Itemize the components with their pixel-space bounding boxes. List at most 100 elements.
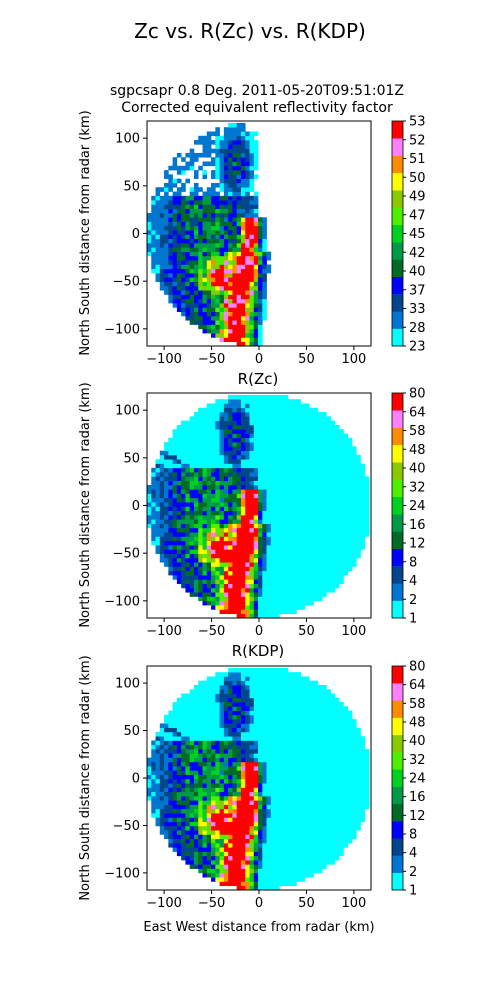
field-cell <box>322 864 327 869</box>
field-cell <box>147 523 152 529</box>
field-cell <box>240 510 246 516</box>
field-cell <box>330 774 336 780</box>
field-cell <box>266 433 272 439</box>
field-cell <box>279 450 284 456</box>
field-cell <box>279 744 284 750</box>
field-cell <box>305 761 310 767</box>
field-cell <box>189 264 195 270</box>
field-cell <box>185 817 191 822</box>
field-cell <box>262 864 267 869</box>
field-cell <box>249 424 255 430</box>
field-cell <box>270 757 276 763</box>
field-cell <box>172 834 178 840</box>
field-cell <box>236 502 242 507</box>
field-cell <box>309 497 314 503</box>
field-cell <box>356 761 361 767</box>
field-cell <box>339 493 344 499</box>
field-cell <box>211 791 216 797</box>
field-cell <box>270 540 276 546</box>
field-cell <box>223 847 229 852</box>
field-cell <box>356 515 361 520</box>
field-cell <box>202 766 208 771</box>
field-cell <box>155 808 161 814</box>
field-cell <box>258 315 263 321</box>
field-cell <box>270 753 276 758</box>
field-cell <box>275 847 280 852</box>
field-cell <box>313 532 319 537</box>
field-cell <box>211 472 216 477</box>
field-cell <box>334 796 340 801</box>
field-cell <box>240 315 246 321</box>
colorbar-tick-label: 53 <box>409 115 426 130</box>
field-cell <box>305 851 310 857</box>
field-cell <box>164 255 169 261</box>
field-cell <box>206 549 212 554</box>
field-cell <box>206 808 212 814</box>
field-cell <box>266 515 272 520</box>
field-cell <box>322 502 327 507</box>
field-cell <box>360 757 366 763</box>
field-cell <box>168 800 173 805</box>
field-cell <box>198 251 203 257</box>
field-cell <box>313 813 319 818</box>
field-cell <box>313 467 319 473</box>
field-cell <box>253 783 259 788</box>
field-cell <box>270 830 276 835</box>
field-cell <box>202 324 208 330</box>
field-cell <box>240 170 246 175</box>
field-cell <box>215 298 220 304</box>
field-cell <box>176 753 182 758</box>
field-cell <box>258 333 263 338</box>
field-cell <box>249 740 255 746</box>
field-cell <box>219 489 225 494</box>
field-cell <box>236 407 242 413</box>
field-cell <box>228 736 233 741</box>
field-cell <box>266 753 272 758</box>
field-cell <box>155 268 161 274</box>
field-cell <box>219 736 225 741</box>
field-cell <box>159 187 165 192</box>
field-cell <box>270 467 276 473</box>
field-cell <box>266 847 272 852</box>
field-cell <box>151 264 156 270</box>
field-cell <box>305 838 310 844</box>
field-cell <box>215 757 220 763</box>
field-cell <box>245 587 250 593</box>
field-cell <box>228 744 233 750</box>
field-cell <box>198 187 203 192</box>
field-cell <box>164 523 169 529</box>
field-cell <box>300 804 306 810</box>
field-cell <box>240 467 246 473</box>
field-cell <box>245 191 250 197</box>
field-cell <box>322 851 327 857</box>
field-cell <box>322 783 327 788</box>
field-cell <box>313 800 319 805</box>
field-cell <box>347 463 353 469</box>
field-cell <box>283 851 289 857</box>
field-cell <box>155 264 161 270</box>
field-cell <box>347 787 353 793</box>
field-cell <box>215 429 220 434</box>
field-cell <box>262 596 267 602</box>
field-cell <box>155 187 161 192</box>
field-cell <box>292 399 297 404</box>
field-cell <box>270 399 276 404</box>
field-cell <box>236 135 242 141</box>
field-cell <box>185 510 191 516</box>
field-cell <box>181 467 186 473</box>
field-cell <box>211 420 216 426</box>
field-cell <box>211 333 216 338</box>
field-cell <box>253 399 259 404</box>
field-cell <box>266 885 272 891</box>
field-cell <box>322 731 327 737</box>
field-cell <box>253 264 259 270</box>
field-cell <box>287 753 293 758</box>
field-cell <box>181 424 186 430</box>
field-cell <box>330 736 336 741</box>
field-cell <box>219 429 225 434</box>
field-cell <box>258 821 263 827</box>
field-cell <box>249 234 255 240</box>
field-cell <box>270 420 276 426</box>
field-cell <box>164 170 169 175</box>
field-cell <box>352 553 357 559</box>
